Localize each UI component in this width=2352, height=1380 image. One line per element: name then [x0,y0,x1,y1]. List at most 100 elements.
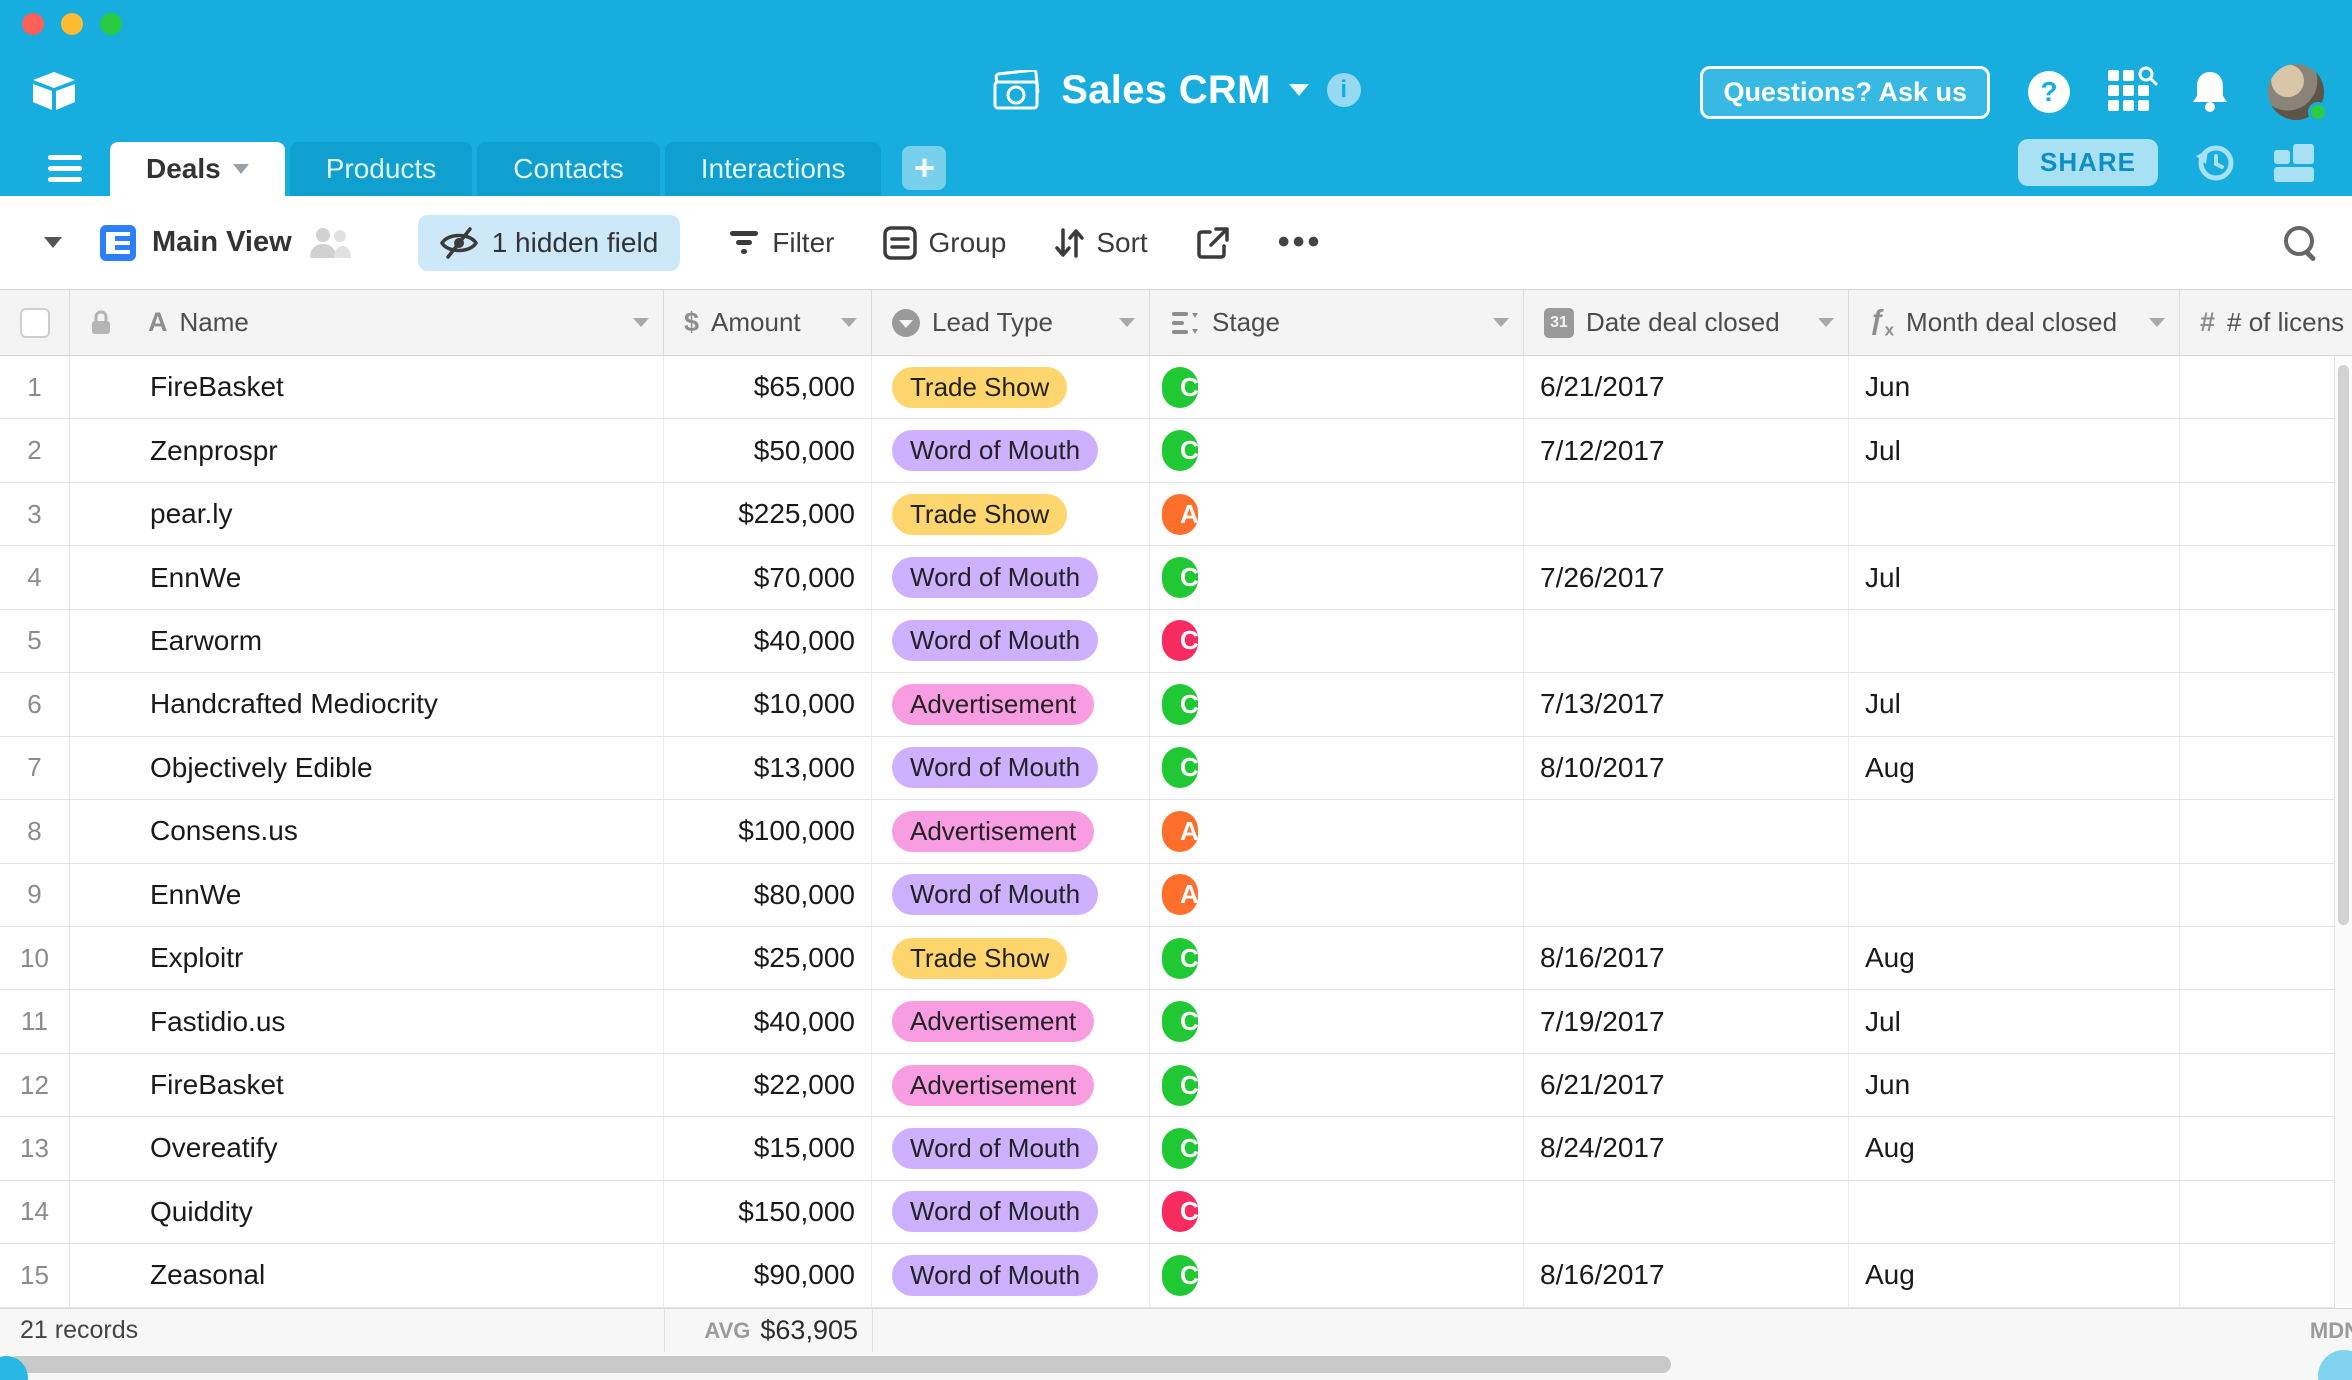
table-row[interactable]: 6 Handcrafted Mediocrity $10,000 Adverti… [0,673,2352,737]
cell-stage[interactable]: Closed - Win [1150,1244,1524,1307]
tab-caret-icon[interactable] [232,164,249,174]
cell-name[interactable]: Consens.us [70,800,664,863]
search-icon[interactable] [2284,225,2318,260]
cell-amount[interactable]: $80,000 [664,863,872,926]
sidebar-menu-icon[interactable] [48,155,82,182]
cell-lead-type[interactable]: Word of Mouth [872,1180,1150,1244]
column-header-amount[interactable]: $ Amount [664,290,872,355]
cell-date-deal-closed[interactable]: 7/19/2017 [1524,990,1849,1053]
column-header-lead-type[interactable]: Lead Type [872,290,1150,355]
cell-stage[interactable]: Closed - Win [1150,990,1524,1053]
tab-contacts[interactable]: Contacts [477,142,660,196]
cell-name[interactable]: FireBasket [70,1053,664,1117]
cell-stage[interactable]: Closed - Lost [1150,609,1524,673]
cell-date-deal-closed[interactable]: 8/24/2017 [1524,1117,1849,1180]
cell-amount[interactable]: $40,000 [664,990,872,1053]
cell-licenses[interactable] [2180,1054,2352,1116]
cell-name[interactable]: Overeatify [70,1117,664,1180]
cell-stage[interactable]: Closed - Win [1150,356,1524,419]
cell-amount[interactable]: $50,000 [664,419,872,482]
cell-date-deal-closed[interactable] [1524,863,1849,926]
cell-licenses[interactable] [2180,737,2352,799]
cell-licenses[interactable] [2180,419,2352,481]
cell-amount[interactable]: $15,000 [664,1117,872,1180]
cell-month-deal-closed[interactable]: Aug [1849,926,2180,990]
zoom-window-button[interactable] [100,13,122,35]
cell-amount[interactable]: $225,000 [664,482,872,546]
cell-amount[interactable]: $40,000 [664,609,872,673]
cell-month-deal-closed[interactable]: Aug [1849,1244,2180,1307]
share-view-icon[interactable] [1196,226,1230,260]
cell-amount[interactable]: $70,000 [664,546,872,609]
vertical-scrollbar[interactable] [2334,357,2352,1308]
blocks-icon[interactable] [2272,142,2316,184]
table-row[interactable]: 12 FireBasket $22,000 Advertisement Clos… [0,1053,2352,1118]
cell-name[interactable]: FireBasket [70,356,664,419]
cell-name[interactable]: EnnWe [70,863,664,926]
column-menu-caret-icon[interactable] [633,318,649,327]
cell-stage[interactable]: Closed - Win [1150,673,1524,736]
column-header-stage[interactable]: Stage [1150,290,1524,355]
cell-stage[interactable]: Analysis/Value Proposition [1150,863,1524,926]
cell-lead-type[interactable]: Word of Mouth [872,546,1150,609]
help-icon[interactable]: ? [2028,71,2070,113]
cell-licenses[interactable] [2180,927,2352,989]
cell-month-deal-closed[interactable] [1849,800,2180,863]
cell-licenses[interactable] [2180,546,2352,608]
notifications-bell-icon[interactable] [2190,70,2230,114]
group-button[interactable]: Group [882,225,1006,260]
cell-lead-type[interactable]: Word of Mouth [872,419,1150,482]
cell-amount[interactable]: $10,000 [664,673,872,736]
cell-date-deal-closed[interactable]: 8/16/2017 [1524,1244,1849,1307]
column-menu-caret-icon[interactable] [1493,318,1509,327]
cell-stage[interactable]: Closed - Win [1150,546,1524,609]
cell-lead-type[interactable]: Trade Show [872,482,1150,546]
cell-name[interactable]: Earworm [70,609,664,673]
cell-amount[interactable]: $25,000 [664,926,872,990]
cell-lead-type[interactable]: Advertisement [872,1053,1150,1117]
cell-date-deal-closed[interactable]: 7/12/2017 [1524,419,1849,482]
cell-date-deal-closed[interactable] [1524,609,1849,673]
amount-summary[interactable]: AVG $63,905 [664,1309,858,1352]
sort-button[interactable]: Sort [1054,226,1148,260]
cell-licenses[interactable] [2180,1117,2352,1179]
column-menu-caret-icon[interactable] [1119,318,1135,327]
cell-lead-type[interactable]: Word of Mouth [872,863,1150,926]
column-menu-caret-icon[interactable] [2149,318,2165,327]
cell-licenses[interactable] [2180,356,2352,418]
cell-lead-type[interactable]: Advertisement [872,990,1150,1053]
horizontal-scrollbar-thumb[interactable] [8,1356,1671,1373]
filter-button[interactable]: Filter [728,227,835,259]
cell-month-deal-closed[interactable] [1849,609,2180,673]
cell-date-deal-closed[interactable]: 7/26/2017 [1524,546,1849,609]
cell-licenses[interactable] [2180,864,2352,926]
history-icon[interactable] [2194,142,2236,184]
table-row[interactable]: 11 Fastidio.us $40,000 Advertisement Clo… [0,990,2352,1054]
cell-month-deal-closed[interactable]: Jul [1849,673,2180,736]
table-row[interactable]: 4 EnnWe $70,000 Word of Mouth Closed - W… [0,546,2352,610]
share-button[interactable]: SHARE [2017,139,2158,186]
cell-name[interactable]: Quiddity [70,1180,664,1244]
cell-licenses[interactable] [2180,1244,2352,1306]
cell-licenses[interactable] [2180,483,2352,545]
cell-month-deal-closed[interactable]: Aug [1849,736,2180,800]
cell-licenses[interactable] [2180,990,2352,1052]
cell-date-deal-closed[interactable] [1524,1180,1849,1244]
column-header-month-deal-closed[interactable]: ƒx Month deal closed [1849,290,2180,355]
cell-month-deal-closed[interactable]: Jul [1849,419,2180,482]
table-row[interactable]: 9 EnnWe $80,000 Word of Mouth Analysis/V… [0,863,2352,927]
cell-month-deal-closed[interactable] [1849,1180,2180,1244]
cell-amount[interactable]: $100,000 [664,800,872,863]
marketplace-search-icon[interactable] [2108,66,2158,114]
add-table-button[interactable]: + [902,146,947,190]
more-options-icon[interactable]: ••• [1277,223,1323,261]
cell-lead-type[interactable]: Advertisement [872,800,1150,863]
hidden-fields-button[interactable]: 1 hidden field [417,214,681,271]
cell-lead-type[interactable]: Trade Show [872,926,1150,990]
cell-month-deal-closed[interactable]: Jul [1849,990,2180,1053]
close-window-button[interactable] [22,13,44,35]
cell-month-deal-closed[interactable]: Jun [1849,1053,2180,1117]
select-all-checkbox[interactable] [20,307,50,338]
table-row[interactable]: 14 Quiddity $150,000 Word of Mouth Close… [0,1180,2352,1245]
table-row[interactable]: 2 Zenprospr $50,000 Word of Mouth Closed… [0,419,2352,483]
